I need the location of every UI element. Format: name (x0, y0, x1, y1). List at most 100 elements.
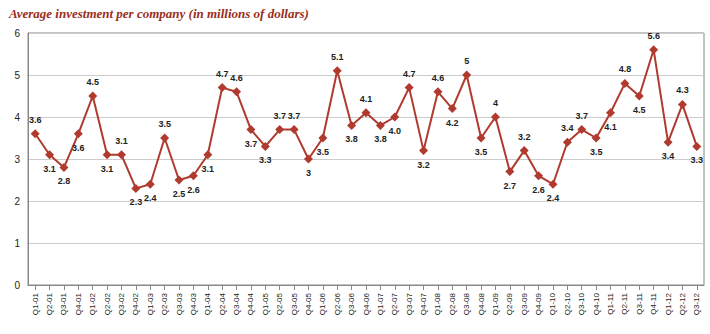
svg-text:4.6: 4.6 (230, 73, 243, 83)
svg-text:4.2: 4.2 (446, 118, 459, 128)
svg-text:3.1: 3.1 (43, 164, 56, 174)
svg-text:4: 4 (493, 98, 498, 108)
svg-text:4.5: 4.5 (633, 105, 646, 115)
svg-text:Q2-02: Q2-02 (103, 292, 112, 315)
svg-text:Q2-06: Q2-06 (333, 292, 342, 315)
svg-text:Q2-12: Q2-12 (678, 292, 687, 315)
svg-text:4: 4 (14, 112, 20, 123)
svg-text:4.5: 4.5 (86, 77, 99, 87)
svg-text:Q2-11: Q2-11 (620, 292, 629, 314)
svg-text:Q4-10: Q4-10 (592, 292, 601, 315)
svg-text:Q1-03: Q1-03 (146, 292, 155, 315)
svg-text:3.1: 3.1 (101, 164, 114, 174)
svg-text:Q4-09: Q4-09 (534, 292, 543, 315)
svg-text:Q1-10: Q1-10 (548, 292, 557, 315)
svg-text:3.5: 3.5 (317, 147, 330, 157)
svg-text:1: 1 (14, 238, 20, 249)
svg-text:Q3-08: Q3-08 (462, 292, 471, 315)
svg-text:2.4: 2.4 (144, 193, 157, 203)
svg-text:Q1-02: Q1-02 (88, 292, 97, 315)
svg-text:Q4-02: Q4-02 (131, 292, 140, 315)
svg-text:Q4-11: Q4-11 (649, 292, 658, 314)
svg-text:4.6: 4.6 (432, 73, 445, 83)
svg-text:Q3-11: Q3-11 (635, 292, 644, 314)
svg-text:2: 2 (14, 196, 20, 207)
svg-text:Q2-05: Q2-05 (275, 292, 284, 315)
svg-text:Q3-10: Q3-10 (577, 292, 586, 315)
svg-text:2.8: 2.8 (58, 176, 71, 186)
svg-text:Q3-12: Q3-12 (692, 292, 701, 315)
svg-text:Q1-05: Q1-05 (261, 292, 270, 315)
svg-text:3.5: 3.5 (475, 147, 488, 157)
svg-text:2.7: 2.7 (504, 181, 517, 191)
svg-text:Q3-05: Q3-05 (290, 292, 299, 315)
svg-text:3.8: 3.8 (345, 134, 358, 144)
svg-text:Q3-09: Q3-09 (520, 292, 529, 315)
svg-text:Q4-03: Q4-03 (189, 292, 198, 315)
svg-text:4.0: 4.0 (389, 126, 402, 136)
svg-text:2.6: 2.6 (187, 185, 200, 195)
svg-text:4.1: 4.1 (604, 122, 617, 132)
svg-text:3.1: 3.1 (202, 164, 215, 174)
svg-text:4.1: 4.1 (360, 94, 373, 104)
svg-text:Q4-07: Q4-07 (419, 292, 428, 315)
svg-text:Q2-08: Q2-08 (448, 292, 457, 315)
svg-text:Q4-01: Q4-01 (74, 292, 83, 315)
svg-text:4.7: 4.7 (216, 69, 229, 79)
svg-text:3.2: 3.2 (518, 132, 531, 142)
svg-text:Q3-01: Q3-01 (59, 292, 68, 315)
svg-text:Q2-10: Q2-10 (563, 292, 572, 315)
svg-text:Q1-11: Q1-11 (606, 292, 615, 314)
svg-text:3.4: 3.4 (561, 123, 574, 133)
svg-text:2.6: 2.6 (532, 185, 545, 195)
svg-text:Q1-01: Q1-01 (31, 292, 40, 315)
svg-text:Q1-06: Q1-06 (318, 292, 327, 315)
svg-text:Q2-09: Q2-09 (505, 292, 514, 315)
svg-text:Average investment per company: Average investment per company (in milli… (8, 6, 309, 21)
svg-text:5: 5 (14, 70, 20, 81)
svg-text:Q1-04: Q1-04 (203, 292, 212, 315)
svg-text:Q2-04: Q2-04 (218, 292, 227, 315)
svg-text:Q4-08: Q4-08 (477, 292, 486, 315)
svg-text:5.1: 5.1 (331, 52, 344, 62)
svg-text:3.6: 3.6 (72, 143, 85, 153)
svg-text:Q3-03: Q3-03 (175, 292, 184, 315)
svg-text:5: 5 (464, 56, 469, 66)
svg-text:Q4-06: Q4-06 (362, 292, 371, 315)
svg-text:Q3-02: Q3-02 (117, 292, 126, 315)
svg-text:Q3-07: Q3-07 (405, 292, 414, 315)
svg-text:3.7: 3.7 (273, 111, 286, 121)
svg-text:Q1-07: Q1-07 (376, 292, 385, 315)
svg-text:Q2-01: Q2-01 (45, 292, 54, 315)
svg-text:3.2: 3.2 (417, 160, 430, 170)
svg-text:3.3: 3.3 (691, 155, 704, 165)
svg-text:Q3-04: Q3-04 (232, 292, 241, 315)
svg-text:2.5: 2.5 (173, 189, 186, 199)
svg-text:3.6: 3.6 (29, 115, 42, 125)
svg-text:3.8: 3.8 (374, 134, 387, 144)
svg-text:Q4-05: Q4-05 (304, 292, 313, 315)
svg-text:6: 6 (14, 28, 20, 39)
svg-text:4.8: 4.8 (619, 64, 632, 74)
svg-text:3.5: 3.5 (590, 147, 603, 157)
svg-text:4.7: 4.7 (403, 69, 416, 79)
svg-text:3.7: 3.7 (245, 139, 258, 149)
svg-text:3.1: 3.1 (115, 136, 128, 146)
svg-text:Q1-09: Q1-09 (491, 292, 500, 315)
svg-text:5.6: 5.6 (647, 31, 660, 41)
svg-text:4.3: 4.3 (676, 85, 689, 95)
svg-text:3: 3 (14, 154, 20, 165)
svg-text:2.3: 2.3 (130, 197, 143, 207)
svg-text:Q3-06: Q3-06 (347, 292, 356, 315)
svg-text:Q1-08: Q1-08 (433, 292, 442, 315)
svg-text:3.5: 3.5 (158, 119, 171, 129)
svg-text:0: 0 (14, 280, 20, 291)
svg-text:Q4-04: Q4-04 (246, 292, 255, 315)
svg-text:3: 3 (306, 168, 311, 178)
svg-text:3.3: 3.3 (259, 155, 272, 165)
svg-text:Q2-07: Q2-07 (390, 292, 399, 315)
svg-text:2.4: 2.4 (547, 193, 560, 203)
svg-text:3.4: 3.4 (662, 151, 675, 161)
svg-text:Q2-03: Q2-03 (160, 292, 169, 315)
svg-text:3.7: 3.7 (575, 111, 588, 121)
